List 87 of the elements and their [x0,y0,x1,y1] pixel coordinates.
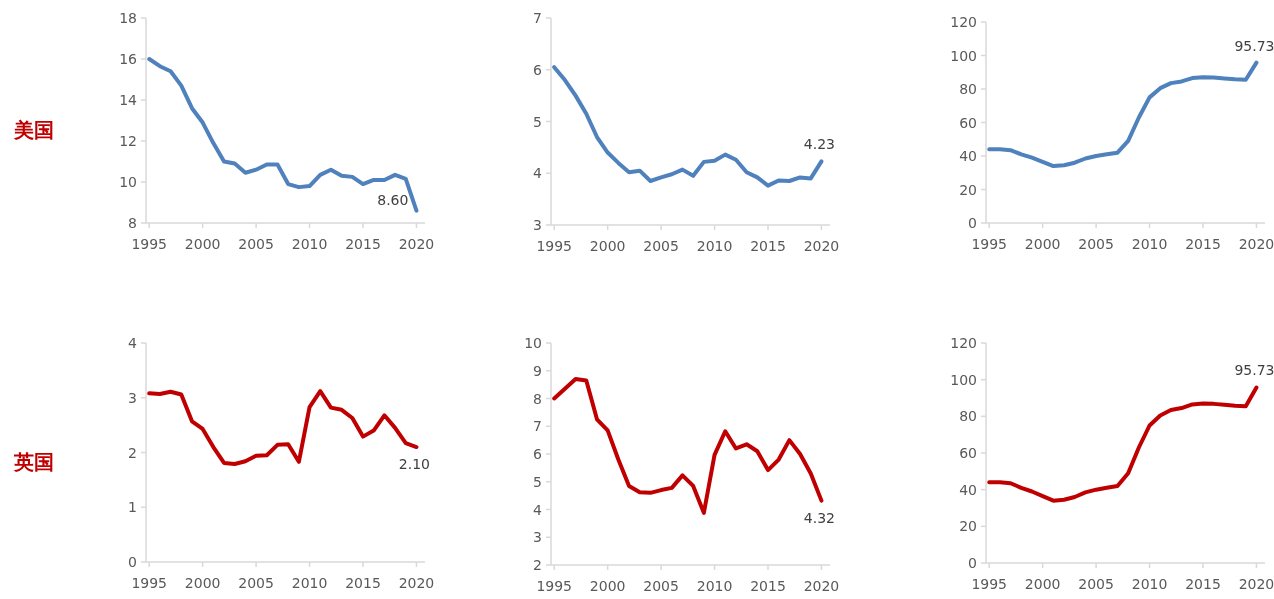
y-tick-label: 20 [959,181,977,198]
y-tick-label: 3 [533,217,542,233]
x-tick-label: 2020 [1238,236,1274,252]
x-tick-label: 2010 [291,575,328,591]
y-tick-label: 9 [533,362,542,379]
line-series [552,377,824,515]
y-tick-label: 10 [524,335,542,351]
y-tick-label: 8 [533,390,542,407]
x-tick-label: 2000 [1024,236,1061,252]
line-series [987,385,1259,503]
y-tick-label: 4 [533,501,543,518]
y-tick-label: 80 [959,81,977,97]
y-tick-label: 6 [533,446,543,462]
x-tick-label: 1995 [131,236,168,252]
x-tick-label: 2000 [589,578,626,594]
data-label: 4.23 [803,136,836,153]
x-tick-label: 2015 [345,575,381,591]
line-series [147,57,419,213]
y-tick-label: 4 [128,335,138,351]
data-label: 8.60 [377,191,409,208]
x-tick-label: 1995 [536,578,573,594]
y-tick-label: 5 [533,113,542,130]
y-tick-label: 7 [533,10,542,26]
y-tick-label: 2 [533,557,542,573]
x-tick-label: 2015 [750,578,786,594]
x-tick-label: 2000 [1024,576,1061,592]
x-tick-label: 2015 [750,238,786,254]
y-tick-label: 0 [128,554,137,570]
y-tick-label: 3 [533,529,542,546]
x-tick-label: 2005 [238,575,274,591]
x-tick-label: 2005 [643,578,679,594]
x-tick-label: 2005 [238,236,274,252]
x-tick-label: 1995 [971,576,1008,592]
y-tick-label: 120 [950,14,977,30]
data-label: 2.10 [398,456,431,473]
line-series [987,60,1259,169]
y-tick-label: 60 [959,445,977,461]
x-tick-label: 2005 [643,238,679,254]
y-tick-label: 100 [950,47,977,64]
data-label: 4.32 [803,509,836,526]
y-tick-label: 0 [968,215,977,231]
x-tick-label: 2010 [696,238,733,254]
x-tick-label: 2005 [1078,236,1114,252]
x-tick-label: 2015 [345,236,381,252]
y-tick-label: 18 [119,10,137,26]
y-tick-label: 80 [959,408,977,425]
x-tick-label: 2020 [1238,576,1274,592]
data-label: 95.73 [1234,37,1274,54]
y-tick-label: 10 [119,174,137,190]
y-tick-label: 4 [533,165,543,182]
y-tick-label: 0 [968,555,977,571]
y-tick-label: 40 [959,148,977,164]
y-tick-label: 20 [959,518,977,535]
x-tick-label: 2000 [184,575,221,591]
x-tick-label: 2015 [1185,576,1221,592]
y-tick-label: 60 [959,114,977,131]
y-tick-label: 12 [119,133,137,149]
y-axis-title: 美国 [13,117,54,142]
y-tick-label: 5 [533,473,542,490]
x-tick-label: 2000 [589,238,626,254]
y-tick-label: 6 [533,61,543,78]
x-tick-label: 2010 [1131,576,1168,592]
data-label: 95.73 [1234,362,1274,379]
x-tick-label: 2000 [184,236,221,252]
x-tick-label: 2020 [398,236,435,252]
y-tick-label: 14 [119,92,138,108]
x-tick-label: 1995 [971,236,1008,252]
y-tick-label: 120 [950,335,977,351]
x-tick-label: 2010 [696,578,733,594]
x-tick-label: 2010 [1131,236,1168,252]
y-tick-label: 1 [128,499,137,516]
x-tick-label: 2020 [803,238,840,254]
x-tick-label: 2020 [803,578,840,594]
y-tick-label: 16 [119,51,138,67]
x-tick-label: 2015 [1185,236,1221,252]
y-tick-label: 100 [950,371,977,388]
y-tick-label: 8 [128,215,137,231]
x-tick-label: 1995 [131,575,168,591]
x-tick-label: 2005 [1078,576,1114,592]
x-tick-label: 1995 [536,238,573,254]
y-tick-label: 3 [128,389,137,406]
x-tick-label: 2010 [291,236,328,252]
y-tick-label: 2 [128,444,137,461]
x-tick-label: 2020 [398,575,435,591]
y-tick-label: 7 [533,418,542,435]
y-axis-title: 英国 [13,449,54,474]
y-tick-label: 40 [959,481,977,498]
